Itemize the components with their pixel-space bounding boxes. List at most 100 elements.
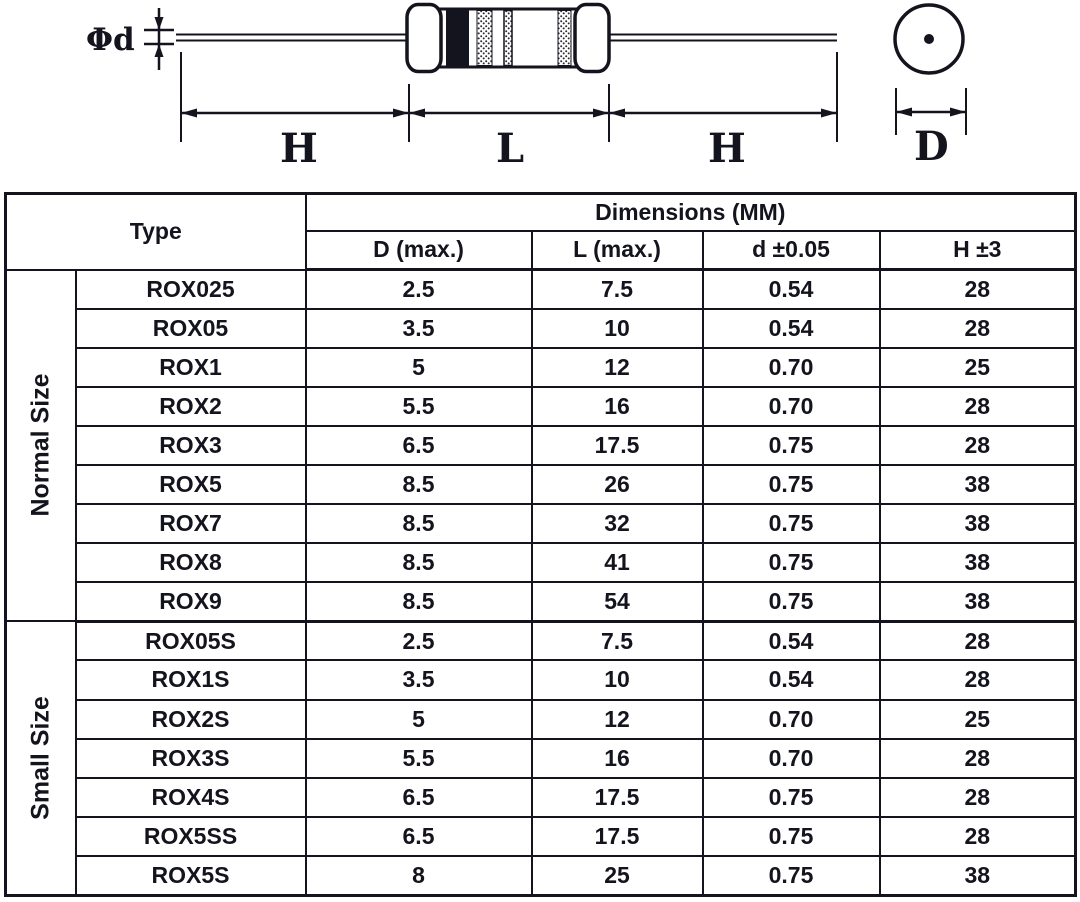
d-tol-cell: 0.75 xyxy=(701,424,881,466)
d-tol-cell: 0.75 xyxy=(701,815,881,857)
h-cell: 38 xyxy=(878,581,1077,623)
d-max-cell: 5 xyxy=(304,346,533,388)
band-1 xyxy=(446,10,469,66)
h-cell: 38 xyxy=(878,854,1077,897)
d-max-cell: 8 xyxy=(304,854,533,897)
type-header: Type xyxy=(4,192,307,271)
d-tol-cell: 0.75 xyxy=(701,542,881,584)
dimensions-table: Type Dimensions (MM) D (max.) L (max.) d… xyxy=(4,192,1078,897)
type-cell: ROX2 xyxy=(74,385,307,427)
d-tol-cell: 0.75 xyxy=(701,463,881,506)
dimensions-header: Dimensions (MM) xyxy=(304,192,1077,232)
type-cell: ROX3 xyxy=(74,424,307,466)
dimension-h-left: H xyxy=(181,108,409,172)
h-cell: 28 xyxy=(878,659,1077,701)
type-cell: ROX9 xyxy=(74,581,307,623)
table-row: Normal Size ROX025 2.5 7.5 0.54 28 xyxy=(4,268,1077,623)
d-max-cell: 8.5 xyxy=(304,581,533,623)
d-max-cell: 6.5 xyxy=(304,776,533,818)
h-cell: 28 xyxy=(878,620,1077,662)
d-max-cell: 6.5 xyxy=(304,815,533,857)
resistor-dimension-diagram: Φd xyxy=(0,0,1080,190)
l-max-cell: 12 xyxy=(530,346,704,388)
type-cell: ROX5 xyxy=(74,463,307,506)
band-3 xyxy=(503,9,513,67)
table-row: ROX05 3.5 10 0.54 28 xyxy=(6,307,1077,349)
d-max-cell: 5.5 xyxy=(304,737,533,779)
type-cell: ROX3S xyxy=(74,737,307,779)
lead-diameter-callout: Φd xyxy=(86,8,174,70)
l-max-cell: 16 xyxy=(530,737,704,779)
resistor-diagram-svg: Φd xyxy=(86,2,967,172)
size-group-cell: Small Size xyxy=(4,620,77,896)
d-tol-cell: 0.75 xyxy=(701,776,881,818)
h-cell: 38 xyxy=(878,542,1077,584)
d-max-cell: 3.5 xyxy=(304,307,533,349)
d-max-cell: 2.5 xyxy=(304,620,533,662)
d-tol-cell: 0.54 xyxy=(701,620,881,662)
h-cell: 28 xyxy=(878,268,1077,310)
d-max-cell: 8.5 xyxy=(304,503,533,545)
arrow-right-icon xyxy=(393,108,409,118)
table-row: ROX2 5.5 16 0.70 28 xyxy=(6,385,1077,427)
h-cell: 38 xyxy=(878,463,1077,506)
left-lead-dim-label: H xyxy=(280,125,318,172)
h-cell: 28 xyxy=(878,307,1077,349)
table-row: ROX5SS 6.5 17.5 0.75 28 xyxy=(6,815,1077,857)
l-max-cell: 7.5 xyxy=(530,268,704,310)
d-tol-cell: 0.70 xyxy=(701,698,881,740)
size-group-cell: Normal Size xyxy=(4,268,77,623)
l-max-cell: 10 xyxy=(530,307,704,349)
resistor-body xyxy=(405,2,611,74)
d-tol-cell: 0.54 xyxy=(701,307,881,349)
d-max-cell: 5 xyxy=(304,698,533,740)
h-cell: 28 xyxy=(878,776,1077,818)
arrow-left-icon xyxy=(896,107,912,117)
d-tol-cell: 0.54 xyxy=(701,268,881,310)
l-max-cell: 12 xyxy=(530,698,704,740)
type-cell: ROX8 xyxy=(74,542,307,584)
d-tol-cell: 0.70 xyxy=(701,346,881,388)
l-max-cell: 10 xyxy=(530,659,704,701)
type-cell: ROX1 xyxy=(74,346,307,388)
h-cell: 28 xyxy=(878,385,1077,427)
l-max-cell: 17.5 xyxy=(530,815,704,857)
type-cell: ROX5S xyxy=(74,854,307,897)
d-max-cell: 6.5 xyxy=(304,424,533,466)
center-dot xyxy=(924,34,934,44)
arrow-right-icon xyxy=(821,108,837,118)
col-header-d-tol: d ±0.05 xyxy=(701,229,881,271)
right-end-cap xyxy=(573,2,611,74)
col-header-d-max: D (max.) xyxy=(304,229,533,271)
arrow-down-icon xyxy=(154,17,164,30)
size-group-label: Small Size xyxy=(26,696,55,820)
l-max-cell: 32 xyxy=(530,503,704,545)
table-row: ROX3S 5.5 16 0.70 28 xyxy=(6,737,1077,779)
h-cell: 28 xyxy=(878,424,1077,466)
h-cell: 28 xyxy=(878,737,1077,779)
col-header-h-tol: H ±3 xyxy=(878,229,1077,271)
color-bands xyxy=(446,9,572,67)
d-max-cell: 5.5 xyxy=(304,385,533,427)
table-row: ROX3 6.5 17.5 0.75 28 xyxy=(6,424,1077,466)
h-cell: 25 xyxy=(878,346,1077,388)
d-max-cell: 8.5 xyxy=(304,542,533,584)
right-lead-dim-label: H xyxy=(708,125,746,172)
l-max-cell: 25 xyxy=(530,854,704,897)
table-row: ROX5S 8 25 0.75 38 xyxy=(6,854,1077,897)
l-max-cell: 54 xyxy=(530,581,704,623)
table-row: ROX1 5 12 0.70 25 xyxy=(6,346,1077,388)
l-max-cell: 7.5 xyxy=(530,620,704,662)
table-row: ROX2S 5 12 0.70 25 xyxy=(6,698,1077,740)
arrow-left-icon xyxy=(181,108,197,118)
table-row: Small Size ROX05S 2.5 7.5 0.54 28 xyxy=(4,620,1077,896)
type-cell: ROX7 xyxy=(74,503,307,545)
type-cell: ROX05S xyxy=(74,620,307,662)
d-max-cell: 2.5 xyxy=(304,268,533,310)
table-row: ROX4S 6.5 17.5 0.75 28 xyxy=(6,776,1077,818)
type-cell: ROX2S xyxy=(74,698,307,740)
left-end-cap xyxy=(405,2,443,74)
end-view: D xyxy=(893,3,967,170)
table-body: Normal Size ROX025 2.5 7.5 0.54 28 ROX05 3.5 10 0… xyxy=(4,268,1077,897)
